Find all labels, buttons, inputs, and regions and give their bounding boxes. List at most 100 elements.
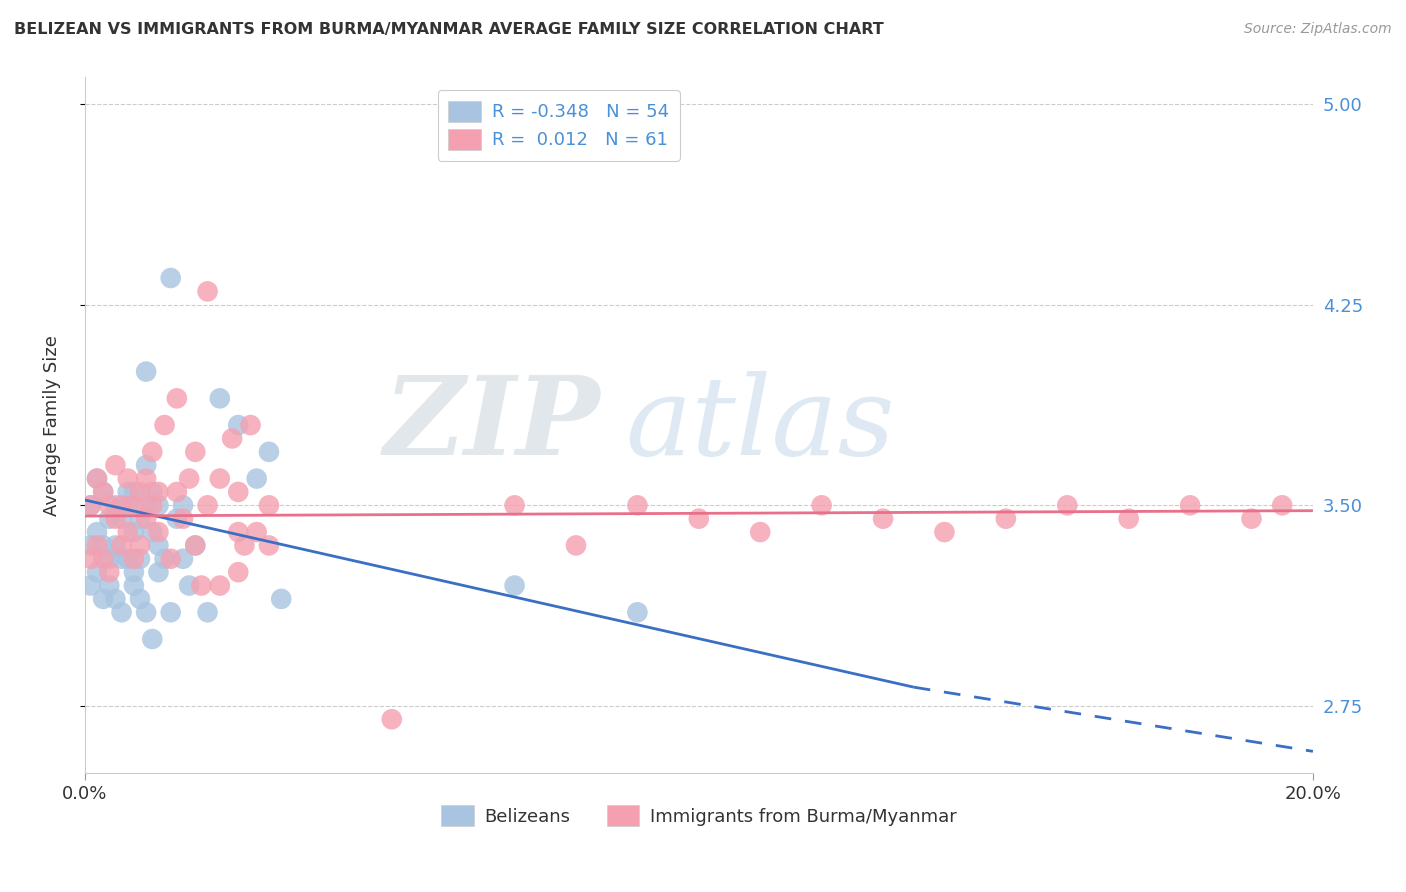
Point — [117, 472, 139, 486]
Point — [270, 591, 292, 606]
Point — [98, 565, 121, 579]
Point — [129, 591, 152, 606]
Point — [117, 499, 139, 513]
Point — [503, 499, 526, 513]
Point — [226, 418, 249, 433]
Point — [122, 524, 145, 539]
Point — [226, 565, 249, 579]
Point — [98, 511, 121, 525]
Point — [129, 551, 152, 566]
Point — [141, 524, 163, 539]
Point — [257, 538, 280, 552]
Point — [1056, 499, 1078, 513]
Point — [1118, 511, 1140, 525]
Point — [159, 551, 181, 566]
Point — [184, 538, 207, 552]
Point — [110, 551, 132, 566]
Point — [135, 472, 157, 486]
Point — [810, 499, 832, 513]
Point — [80, 551, 103, 566]
Point — [117, 485, 139, 500]
Point — [1178, 499, 1201, 513]
Point — [166, 485, 188, 500]
Legend: Belizeans, Immigrants from Burma/Myanmar: Belizeans, Immigrants from Burma/Myanmar — [434, 798, 963, 833]
Point — [135, 365, 157, 379]
Text: Source: ZipAtlas.com: Source: ZipAtlas.com — [1244, 22, 1392, 37]
Point — [172, 551, 194, 566]
Point — [148, 524, 170, 539]
Point — [148, 485, 170, 500]
Point — [148, 565, 170, 579]
Point — [246, 472, 269, 486]
Point — [1271, 499, 1294, 513]
Point — [934, 524, 956, 539]
Point — [122, 565, 145, 579]
Point — [80, 538, 103, 552]
Point — [626, 499, 648, 513]
Point — [208, 578, 231, 592]
Point — [104, 538, 127, 552]
Point — [184, 538, 207, 552]
Point — [91, 551, 114, 566]
Y-axis label: Average Family Size: Average Family Size — [44, 334, 60, 516]
Point — [98, 499, 121, 513]
Point — [135, 499, 157, 513]
Point — [153, 418, 176, 433]
Point — [1240, 511, 1263, 525]
Point — [110, 605, 132, 619]
Point — [135, 605, 157, 619]
Point — [141, 445, 163, 459]
Point — [257, 499, 280, 513]
Point — [872, 511, 894, 525]
Text: BELIZEAN VS IMMIGRANTS FROM BURMA/MYANMAR AVERAGE FAMILY SIZE CORRELATION CHART: BELIZEAN VS IMMIGRANTS FROM BURMA/MYANMA… — [14, 22, 884, 37]
Point — [233, 538, 256, 552]
Point — [80, 499, 103, 513]
Point — [159, 605, 181, 619]
Point — [159, 271, 181, 285]
Point — [141, 485, 163, 500]
Point — [129, 511, 152, 525]
Point — [166, 392, 188, 406]
Point — [98, 551, 121, 566]
Point — [503, 578, 526, 592]
Point — [110, 499, 132, 513]
Point — [91, 591, 114, 606]
Point — [122, 485, 145, 500]
Point — [86, 565, 108, 579]
Point — [565, 538, 588, 552]
Point — [91, 485, 114, 500]
Point — [122, 578, 145, 592]
Point — [122, 499, 145, 513]
Point — [104, 591, 127, 606]
Point — [86, 524, 108, 539]
Text: ZIP: ZIP — [384, 371, 600, 479]
Point — [91, 485, 114, 500]
Point — [135, 511, 157, 525]
Point — [91, 538, 114, 552]
Point — [148, 538, 170, 552]
Point — [104, 458, 127, 473]
Point — [994, 511, 1017, 525]
Point — [110, 511, 132, 525]
Point — [239, 418, 262, 433]
Point — [141, 632, 163, 646]
Point — [129, 485, 152, 500]
Point — [80, 578, 103, 592]
Point — [381, 712, 404, 726]
Point — [104, 499, 127, 513]
Point — [135, 458, 157, 473]
Point — [141, 499, 163, 513]
Point — [626, 605, 648, 619]
Point — [221, 432, 243, 446]
Point — [226, 524, 249, 539]
Point — [179, 578, 201, 592]
Point — [179, 472, 201, 486]
Point — [172, 499, 194, 513]
Point — [80, 499, 103, 513]
Point — [208, 392, 231, 406]
Point — [749, 524, 772, 539]
Point — [117, 524, 139, 539]
Point — [172, 511, 194, 525]
Point — [86, 538, 108, 552]
Point — [246, 524, 269, 539]
